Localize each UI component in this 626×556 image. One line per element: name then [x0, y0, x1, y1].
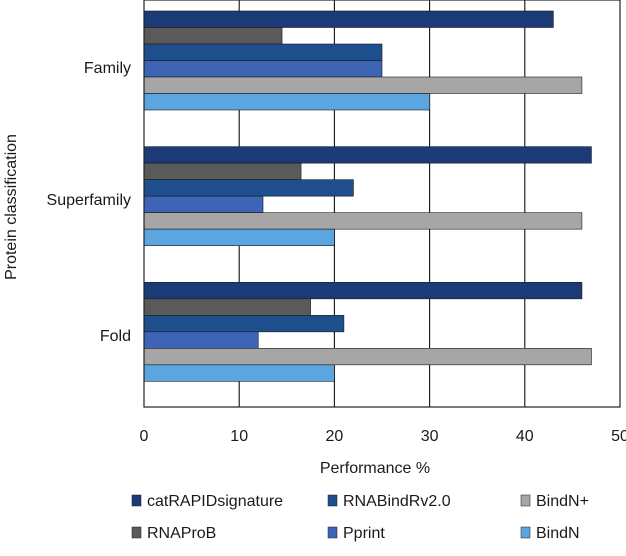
legend-swatch: [520, 494, 531, 507]
legend-swatch: [131, 526, 142, 539]
bar: [143, 162, 302, 180]
bar: [143, 212, 583, 230]
y-tick-labels: Family Superfamily Fold: [47, 60, 131, 345]
bar: [143, 364, 335, 382]
y-tick-label: Fold: [100, 328, 131, 345]
legend: catRAPIDsignature RNABindRv2.0 BindN+ RNAPr…: [131, 493, 589, 542]
y-tick-label: Family: [84, 60, 131, 77]
plot-frame: [143, 0, 621, 408]
bar: [143, 27, 283, 45]
legend-swatch: [327, 526, 338, 539]
legend-label: Pprint: [343, 525, 385, 542]
x-axis-label: Performance %: [320, 460, 430, 477]
bar: [143, 282, 583, 300]
bar: [143, 315, 345, 333]
bar: [143, 93, 430, 111]
y-tick-label: Superfamily: [47, 192, 131, 209]
bar: [143, 195, 264, 213]
legend-swatch: [520, 526, 531, 539]
legend-swatch: [327, 494, 338, 507]
bar: [143, 228, 335, 246]
legend-label: BindN+: [536, 493, 589, 510]
legend-label: RNABindRv2.0: [343, 493, 451, 510]
x-tick-label: 50: [611, 428, 626, 445]
x-tick-label: 10: [230, 428, 248, 445]
legend-label: catRAPIDsignature: [147, 493, 283, 510]
bar: [143, 10, 554, 28]
legend-swatch: [131, 494, 142, 507]
bar: [143, 348, 592, 366]
bar: [143, 331, 259, 349]
x-tick-label: 0: [140, 428, 149, 445]
x-tick-labels: 0 10 20 30 40 50: [140, 428, 626, 445]
legend-label: BindN: [536, 525, 580, 542]
bar: [143, 60, 383, 78]
bar: [143, 146, 592, 164]
x-tick-label: 30: [421, 428, 439, 445]
bar: [143, 43, 383, 61]
bar: [143, 179, 354, 197]
x-tick-label: 20: [326, 428, 344, 445]
bars: [143, 10, 592, 382]
bar: [143, 76, 583, 94]
y-axis-label: Protein classification: [3, 134, 20, 280]
x-tick-label: 40: [516, 428, 534, 445]
bar: [143, 298, 311, 316]
legend-label: RNAProB: [147, 525, 216, 542]
